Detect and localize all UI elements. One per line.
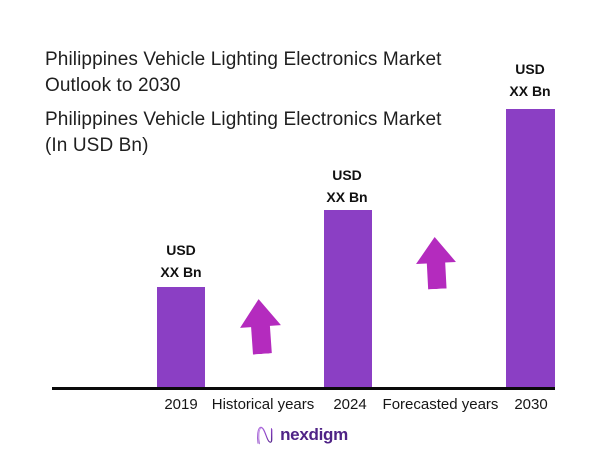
bar-value-label-2030-line1: USD bbox=[515, 61, 545, 77]
chart-title-line1: Philippines Vehicle Lighting Electronics… bbox=[45, 49, 442, 70]
bar-2024 bbox=[324, 210, 372, 387]
chart-subtitle-line2: (In USD Bn) bbox=[45, 135, 149, 156]
x-axis-label-historical-years: Historical years bbox=[211, 396, 315, 413]
chart-subtitle-line1: Philippines Vehicle Lighting Electronics… bbox=[45, 109, 442, 130]
chart-subtitle: Philippines Vehicle Lighting Electronics… bbox=[45, 107, 442, 159]
x-axis-label-2030: 2030 bbox=[514, 396, 548, 413]
nexdigm-logo-icon bbox=[257, 426, 273, 445]
up-arrow-icon bbox=[238, 298, 283, 356]
bar-value-label-2024-line1: USD bbox=[332, 167, 362, 183]
chart-title: Philippines Vehicle Lighting Electronics… bbox=[45, 47, 442, 99]
bar-value-label-2024: USD XX Bn bbox=[307, 164, 387, 208]
bar-2019 bbox=[157, 287, 205, 387]
bar-value-label-2024-line2: XX Bn bbox=[326, 189, 368, 205]
bar-2030 bbox=[506, 109, 555, 387]
chart-title-line2: Outlook to 2030 bbox=[45, 75, 181, 96]
x-axis-label-2024: 2024 bbox=[333, 396, 367, 413]
x-axis-label-forecasted-years: Forecasted years bbox=[382, 396, 499, 413]
bar-value-label-2030-line2: XX Bn bbox=[509, 83, 551, 99]
up-arrow-icon bbox=[415, 236, 458, 290]
nexdigm-logo-text: nexdigm bbox=[280, 425, 348, 444]
x-axis-line bbox=[52, 387, 555, 390]
nexdigm-logo: nexdigm bbox=[0, 423, 602, 447]
x-axis-label-2019: 2019 bbox=[164, 396, 198, 413]
bar-value-label-2019-line2: XX Bn bbox=[160, 264, 202, 280]
bar-value-label-2030: USD XX Bn bbox=[490, 58, 570, 102]
bar-value-label-2019-line1: USD bbox=[166, 242, 196, 258]
bar-value-label-2019: USD XX Bn bbox=[141, 239, 221, 283]
